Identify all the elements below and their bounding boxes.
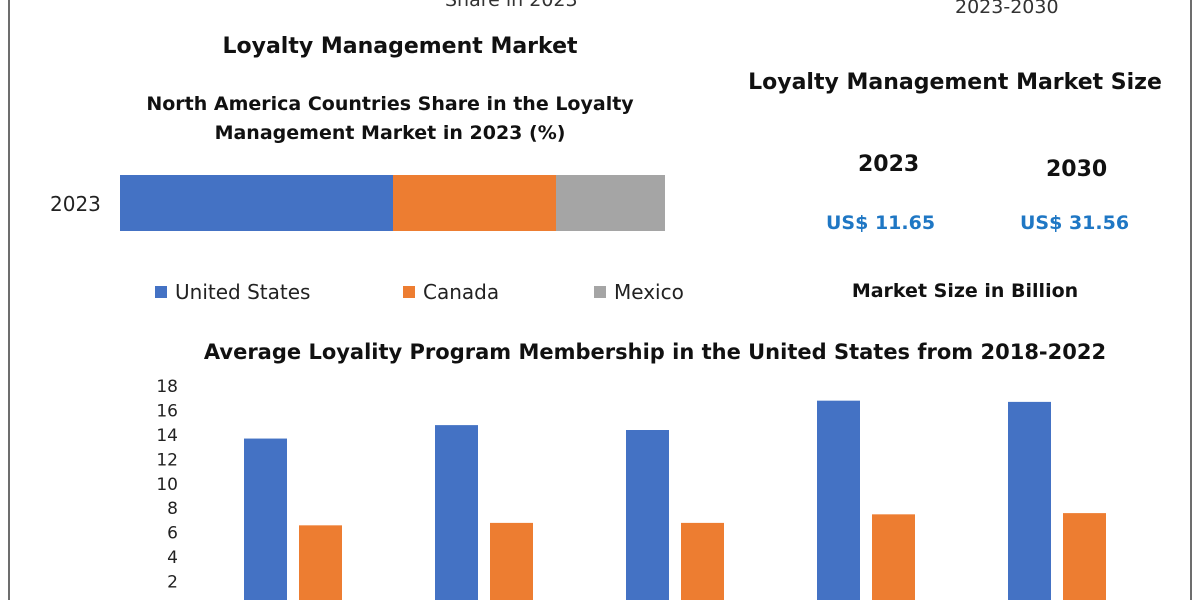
left-panel-subtitle-line1: North America Countries Share in the Loy…	[146, 93, 634, 115]
legend-item-united-states: United States	[155, 280, 310, 304]
bar-2019-series-1	[435, 425, 478, 600]
bar-2022-series-2	[1063, 513, 1106, 600]
y-tick-label-4: 4	[167, 548, 178, 568]
bar-segment-canada	[392, 175, 556, 231]
market-year-2030: 2030	[1046, 157, 1108, 182]
legend-item-mexico: Mexico	[594, 280, 684, 304]
frame-left-border	[8, 0, 10, 600]
left-panel-subtitle: North America Countries Share in the Loy…	[120, 90, 660, 148]
legend-label-mexico: Mexico	[614, 280, 684, 304]
legend-swatch-mexico	[594, 286, 606, 298]
y-tick-label-6: 6	[167, 524, 178, 544]
bar-2020-series-2	[681, 522, 724, 600]
left-panel-title: Loyalty Management Market	[222, 34, 578, 59]
market-value-2023: US$ 11.65	[826, 212, 936, 234]
y-tick-label-16: 16	[156, 401, 178, 421]
legend-label-canada: Canada	[423, 280, 500, 304]
market-size-note: Market Size in Billion	[851, 280, 1079, 302]
legend-swatch-canada	[403, 286, 415, 298]
bar-2018-series-1	[244, 438, 287, 600]
frame-right-border	[1190, 0, 1192, 600]
stacked-bar	[120, 175, 665, 231]
cut-off-heading-left: Share in 2023	[445, 0, 578, 11]
bar-2021-series-2	[872, 514, 915, 600]
bar-2018-series-2	[299, 525, 342, 600]
bar-chart-title: Average Loyality Program Membership in t…	[203, 340, 1107, 364]
legend-label-united-states: United States	[175, 280, 311, 304]
stacked-bar-category-label: 2023	[50, 192, 101, 216]
bar-2020-series-1	[626, 430, 669, 600]
y-tick-label-12: 12	[156, 450, 178, 470]
left-panel-subtitle-line2: Management Market in 2023 (%)	[214, 122, 566, 144]
y-tick-label-2: 2	[167, 573, 178, 593]
bar-2022-series-1	[1008, 401, 1051, 600]
bar-segment-mexico	[556, 175, 665, 231]
market-year-2023: 2023	[858, 152, 920, 177]
legend-item-canada: Canada	[403, 280, 499, 304]
bar-2021-series-1	[817, 400, 860, 600]
bar-2019-series-2	[490, 522, 533, 600]
cut-off-heading-right: 2023-2030	[955, 0, 1059, 18]
bar-segment-united-states	[120, 175, 393, 231]
y-tick-label-10: 10	[156, 475, 178, 495]
y-tick-label-18: 18	[156, 377, 178, 397]
right-panel-title: Loyalty Management Market Size	[748, 70, 1162, 95]
y-tick-label-14: 14	[156, 426, 178, 446]
market-value-2030: US$ 31.56	[1020, 212, 1130, 234]
legend-swatch-united-states	[155, 286, 167, 298]
y-tick-label-8: 8	[167, 499, 178, 519]
